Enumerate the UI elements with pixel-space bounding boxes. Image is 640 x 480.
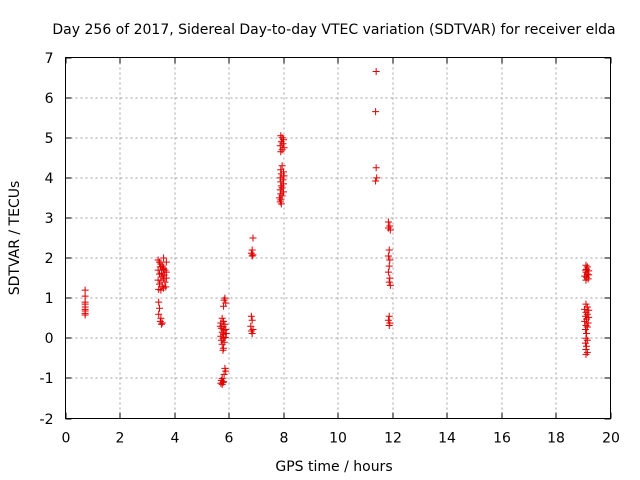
data-point (247, 312, 255, 320)
data-point (157, 320, 165, 328)
data-point (248, 252, 256, 260)
data-point (162, 258, 170, 266)
data-point (155, 298, 163, 306)
data-point (160, 271, 168, 279)
x-tick-label: 10 (329, 431, 347, 447)
data-point (220, 302, 228, 310)
x-tick-label: 8 (280, 431, 289, 447)
x-tick-label: 2 (116, 431, 125, 447)
data-point (582, 321, 590, 329)
data-point (161, 278, 169, 286)
x-tick-label: 0 (62, 431, 71, 447)
data-point (217, 379, 225, 387)
data-point (278, 162, 286, 170)
data-point (157, 314, 165, 322)
x-tick-label: 12 (384, 431, 402, 447)
data-point (222, 367, 230, 375)
data-point (582, 261, 590, 269)
data-point (386, 256, 394, 264)
data-point (81, 286, 89, 294)
data-point (385, 246, 393, 254)
data-point (81, 311, 89, 319)
data-point (221, 320, 229, 328)
x-tick-label: 14 (438, 431, 456, 447)
data-point (248, 316, 256, 324)
data-point (162, 283, 170, 291)
grid (65, 57, 611, 419)
y-tick-label: 1 (45, 291, 54, 307)
y-tick-label: 0 (45, 331, 54, 347)
data-point (581, 317, 589, 325)
data-point (384, 268, 392, 276)
data-point (221, 333, 229, 341)
data-point (385, 278, 393, 286)
y-tick-label: 3 (45, 211, 54, 227)
data-point (249, 325, 257, 333)
data-point (385, 321, 393, 329)
data-point (277, 200, 285, 208)
x-tick-label: 18 (547, 431, 565, 447)
x-tick-label: 6 (225, 431, 234, 447)
data-point (372, 164, 380, 172)
data-point (372, 177, 380, 185)
data-point (372, 68, 380, 76)
y-tick-label: 4 (45, 171, 54, 187)
data-point (219, 346, 227, 354)
x-tick-label: 4 (171, 431, 180, 447)
data-point (249, 234, 257, 242)
plot-area-border (65, 57, 611, 419)
data-point (372, 108, 380, 116)
y-axis-label: SDTVAR / TECUs (7, 181, 23, 296)
data-point (386, 281, 394, 289)
y-tick-label: 7 (45, 51, 54, 67)
y-tick-label: 2 (45, 251, 54, 267)
data-point (160, 254, 168, 262)
x-tick-label: 16 (493, 431, 511, 447)
data-point (218, 340, 226, 348)
data-point (222, 325, 230, 333)
data-point (583, 342, 591, 350)
data-point (582, 276, 590, 284)
data-point (154, 276, 162, 284)
data-point (220, 370, 228, 378)
data-point (384, 252, 392, 260)
data-points (81, 68, 593, 388)
data-point (373, 174, 381, 182)
data-point (155, 285, 163, 293)
data-point (248, 246, 256, 254)
y-tick-label: -1 (40, 371, 54, 387)
data-point (249, 251, 257, 259)
y-tick-label: 6 (45, 91, 54, 107)
x-tick-label: 20 (602, 431, 620, 447)
data-point (386, 274, 394, 282)
y-tick-label: 5 (45, 131, 54, 147)
y-tick-label: -2 (40, 412, 54, 428)
data-point (156, 263, 164, 271)
x-axis-label: GPS time / hours (275, 459, 392, 475)
data-point (581, 339, 589, 347)
data-point (218, 314, 226, 322)
chart-title: Day 256 of 2017, Sidereal Day-to-day VTE… (52, 22, 615, 38)
data-point (583, 329, 591, 337)
data-point (155, 310, 163, 318)
data-point (248, 329, 256, 337)
data-point (385, 312, 393, 320)
data-point (277, 148, 285, 156)
data-point (216, 322, 224, 330)
data-point (158, 319, 166, 327)
data-point (81, 292, 89, 300)
data-point (581, 325, 589, 333)
data-point (385, 262, 393, 270)
data-point (222, 329, 230, 337)
data-point (384, 218, 392, 226)
data-point (280, 172, 288, 180)
data-point (582, 350, 590, 358)
data-point (276, 142, 284, 150)
data-point (386, 226, 394, 234)
data-point (156, 304, 164, 312)
